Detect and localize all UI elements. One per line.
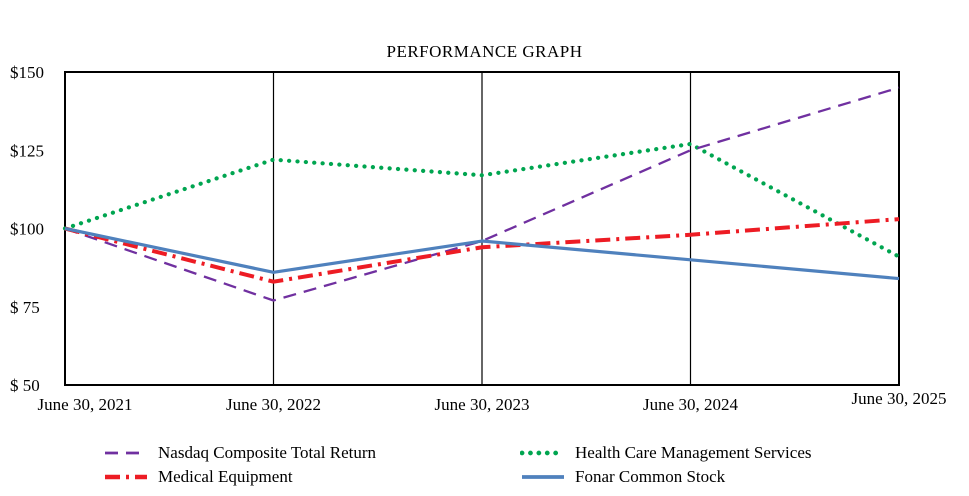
fonar-line-sample-icon [522, 474, 564, 479]
svg-text:June 30, 2021: June 30, 2021 [38, 395, 133, 414]
legend-label-health-care: Health Care Management Services [575, 443, 812, 462]
legend-item-nasdaq: Nasdaq Composite Total Return [103, 442, 520, 463]
medical-equipment-line-sample-icon [105, 474, 147, 479]
svg-text:$ 50: $ 50 [10, 376, 40, 395]
legend-label-fonar: Fonar Common Stock [575, 467, 726, 486]
svg-text:$ 75: $ 75 [10, 298, 40, 317]
svg-text:$100: $100 [10, 220, 44, 239]
chart-title: PERFORMANCE GRAPH [386, 42, 583, 61]
legend-label-medical-equipment: Medical Equipment [158, 467, 293, 486]
health-care-line-sample-icon [520, 450, 566, 455]
svg-text:June 30, 2025: June 30, 2025 [852, 389, 947, 408]
svg-text:June 30, 2023: June 30, 2023 [435, 395, 530, 414]
svg-text:$125: $125 [10, 141, 44, 160]
nasdaq-line-sample-icon [105, 451, 147, 454]
svg-text:June 30, 2022: June 30, 2022 [226, 395, 321, 414]
chart-legend: Nasdaq Composite Total Return Health Car… [103, 442, 812, 487]
svg-text:$150: $150 [10, 63, 44, 82]
legend-label-nasdaq: Nasdaq Composite Total Return [158, 443, 377, 462]
legend-item-fonar: Fonar Common Stock [520, 466, 812, 487]
svg-text:June 30, 2024: June 30, 2024 [643, 395, 738, 414]
legend-item-medical-equipment: Medical Equipment [103, 466, 520, 487]
legend-item-health-care: Health Care Management Services [520, 442, 812, 463]
